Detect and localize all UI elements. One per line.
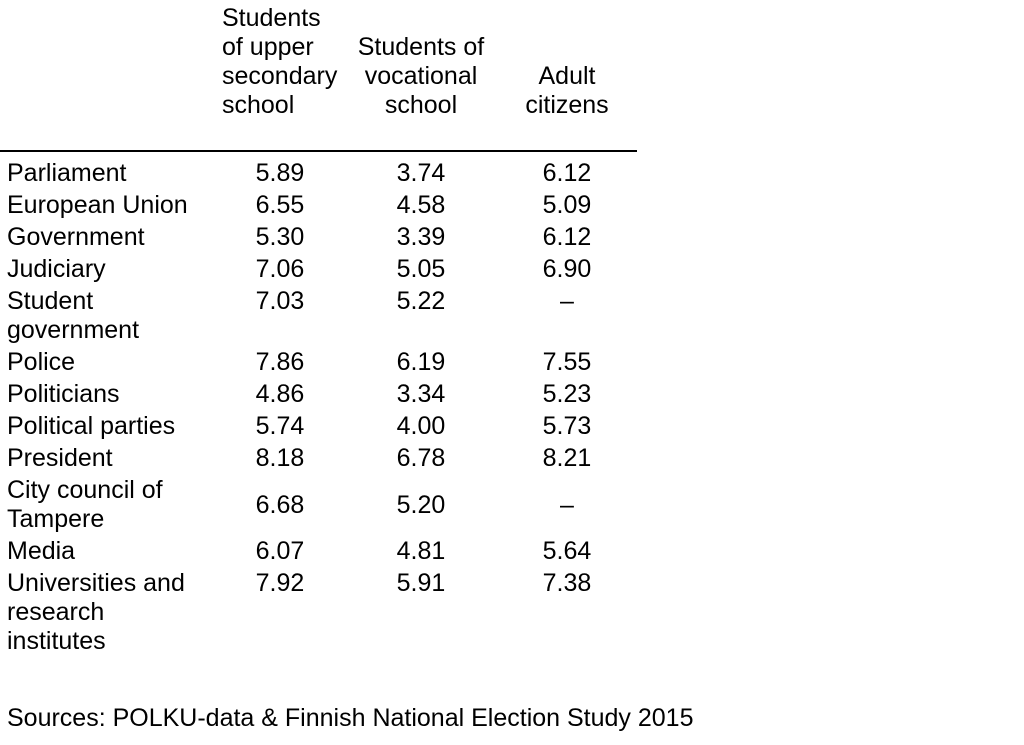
cell-value: 5.09: [542, 191, 592, 219]
cell-value: 5.22: [396, 287, 446, 315]
cell-value: 5.20: [396, 490, 446, 519]
row-label: Universities and research institutes: [7, 569, 185, 655]
cell-value: 6.55: [255, 191, 305, 219]
table-row: President 8.18 6.78 8.21: [0, 443, 637, 475]
cell-value: 5.30: [255, 223, 305, 251]
row-label: City council of Tampere: [7, 476, 163, 533]
row-label: Judiciary: [7, 255, 106, 283]
table-row: Government 5.30 3.39 6.12: [0, 222, 637, 254]
cell-value: 7.06: [255, 255, 305, 283]
cell-value: 7.03: [255, 287, 305, 315]
table-row: Universities and research institutes 7.9…: [0, 568, 637, 658]
cell-value: 7.38: [542, 569, 592, 597]
row-label: Politicians: [7, 380, 120, 408]
cell-value: 5.91: [396, 569, 446, 597]
table-row: Politicians 4.86 3.34 5.23: [0, 379, 637, 411]
cell-value: –: [560, 287, 574, 315]
cell-value: 7.92: [255, 569, 305, 597]
cell-value: 7.55: [542, 348, 592, 376]
row-label: President: [7, 444, 113, 472]
cell-value: 3.74: [396, 159, 446, 187]
cell-value: 6.19: [396, 348, 446, 376]
table-row: Police 7.86 6.19 7.55: [0, 347, 637, 379]
row-label: Parliament: [7, 159, 127, 187]
cell-value: 3.34: [396, 380, 446, 408]
table-body: Parliament 5.89 3.74 6.12 European Union…: [0, 151, 637, 658]
cell-value: 6.68: [255, 490, 305, 519]
column-header-upper-secondary: Students of upper secondary school: [215, 4, 345, 152]
cell-value: 6.78: [396, 444, 446, 472]
cell-value: 5.64: [542, 537, 592, 565]
row-label: Government: [7, 223, 145, 251]
cell-value: 6.90: [542, 255, 592, 283]
row-label: Police: [7, 348, 76, 376]
row-label: European Union: [7, 191, 188, 219]
row-label: Student government: [7, 287, 140, 344]
cell-value: 5.89: [255, 159, 305, 187]
cell-value: 4.86: [255, 380, 305, 408]
table-header: Students of upper secondary school Stude…: [0, 4, 637, 152]
cell-value: 6.12: [542, 223, 592, 251]
table-row: Judiciary 7.06 5.05 6.90: [0, 254, 637, 286]
cell-value: 4.81: [396, 537, 446, 565]
cell-value: –: [560, 490, 574, 519]
header-row: Students of upper secondary school Stude…: [0, 4, 637, 152]
table-row: European Union 6.55 4.58 5.09: [0, 190, 637, 222]
cell-value: 4.58: [396, 191, 446, 219]
cell-value: 5.73: [542, 412, 592, 440]
cell-value: 8.18: [255, 444, 305, 472]
table-row: Parliament 5.89 3.74 6.12: [0, 151, 637, 190]
cell-value: 5.74: [255, 412, 305, 440]
cell-value: 3.39: [396, 223, 446, 251]
cell-value: 7.86: [255, 348, 305, 376]
table-row: Political parties 5.74 4.00 5.73: [0, 411, 637, 443]
row-label: Media: [7, 537, 76, 565]
cell-value: 6.12: [542, 159, 592, 187]
table-row: Student government 7.03 5.22 –: [0, 286, 637, 347]
cell-value: 8.21: [542, 444, 592, 472]
header-spacer: [0, 4, 215, 152]
table-row: City council of Tampere 6.68 5.20 –: [0, 475, 637, 536]
table-row: Media 6.07 4.81 5.64: [0, 536, 637, 568]
column-header-vocational: Students of vocational school: [345, 4, 497, 152]
cell-value: 6.07: [255, 537, 305, 565]
cell-value: 5.23: [542, 380, 592, 408]
row-label: Political parties: [7, 412, 176, 440]
sources-note: Sources: POLKU-data & Finnish National E…: [7, 704, 694, 732]
cell-value: 5.05: [396, 255, 446, 283]
cell-value: 4.00: [396, 412, 446, 440]
trust-table: Students of upper secondary school Stude…: [0, 4, 637, 658]
column-header-adult-citizens: Adult citizens: [497, 4, 637, 152]
